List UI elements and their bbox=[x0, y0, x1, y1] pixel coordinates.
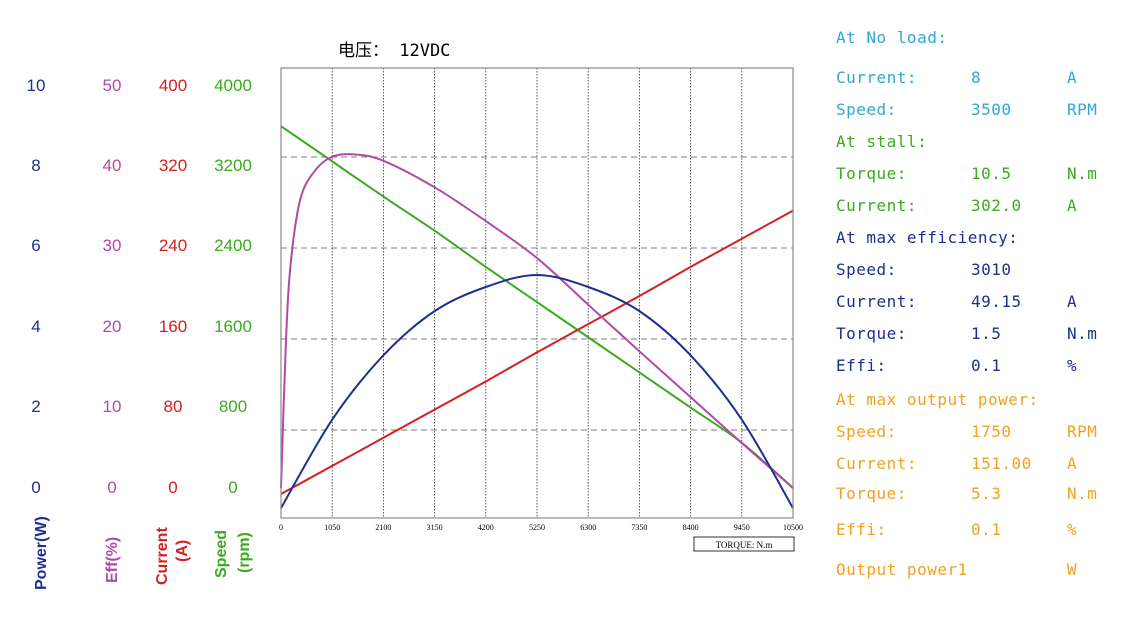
spec-label: At stall: bbox=[836, 132, 928, 151]
power-tick: 8 bbox=[31, 156, 41, 175]
current-series-line bbox=[280, 209, 794, 495]
spec-unit: N.m bbox=[1067, 484, 1098, 503]
current-tick: 80 bbox=[163, 397, 183, 416]
x-tick-label: 4200 bbox=[478, 523, 494, 532]
x-tick-label: 2100 bbox=[375, 523, 391, 532]
grid-layer bbox=[281, 68, 793, 518]
spec-unit: RPM bbox=[1067, 422, 1098, 441]
power-tick: 6 bbox=[31, 236, 41, 255]
eff-tick: 50 bbox=[102, 76, 122, 95]
current-tick: 160 bbox=[158, 317, 188, 336]
eff-axis: 50 40 30 20 10 0 bbox=[80, 0, 140, 618]
spec-value: 8 bbox=[971, 68, 982, 87]
power-axis: 10 8 6 4 2 0 bbox=[10, 0, 70, 618]
power-tick: 4 bbox=[31, 317, 41, 336]
eff-tick: 30 bbox=[102, 236, 122, 255]
spec-label: Speed: bbox=[836, 100, 897, 119]
x-tick-label: 10500 bbox=[783, 523, 803, 532]
speed-series-line bbox=[280, 125, 794, 489]
plot-frame bbox=[280, 67, 794, 519]
spec-label: Current: bbox=[836, 454, 918, 473]
spec-value: 1.5 bbox=[971, 324, 1002, 343]
spec-label: Effi: bbox=[836, 520, 887, 539]
spec-label: Current: bbox=[836, 68, 918, 87]
spec-unit: % bbox=[1067, 356, 1078, 375]
spec-label: Speed: bbox=[836, 422, 897, 441]
series-layer bbox=[280, 125, 794, 509]
spec-unit: W bbox=[1067, 560, 1078, 579]
spec-label: Torque: bbox=[836, 324, 907, 343]
spec-value: 5.3 bbox=[971, 484, 1002, 503]
spec-value: 3500 bbox=[971, 100, 1012, 119]
speed-tick: 0 bbox=[228, 478, 238, 497]
speed-tick: 3200 bbox=[214, 156, 252, 175]
spec-label: Effi: bbox=[836, 356, 887, 375]
spec-unit: A bbox=[1067, 454, 1078, 473]
spec-label: Speed: bbox=[836, 260, 897, 279]
spec-value: 49.15 bbox=[971, 292, 1022, 311]
spec-value: 10.5 bbox=[971, 164, 1012, 183]
x-tick-label: 6300 bbox=[580, 523, 596, 532]
spec-label: At max efficiency: bbox=[836, 228, 1019, 247]
power-tick: 2 bbox=[31, 397, 41, 416]
spec-unit: % bbox=[1067, 520, 1078, 539]
power-tick: 0 bbox=[31, 478, 41, 497]
power-tick: 10 bbox=[26, 76, 46, 95]
x-tick-layer: 0 1050 2100 3150 4200 5250 6300 7350 8400 9450 105… bbox=[279, 523, 803, 532]
spec-label: Torque: bbox=[836, 164, 907, 183]
x-tick-label: 0 bbox=[279, 523, 283, 532]
x-tick-label: 7350 bbox=[631, 523, 647, 532]
spec-unit: A bbox=[1067, 292, 1078, 311]
current-tick: 320 bbox=[158, 156, 188, 175]
spec-value: 151.00 bbox=[971, 454, 1032, 473]
x-axis-label: TORQUE: N.m bbox=[716, 540, 773, 550]
eff-tick: 10 bbox=[102, 397, 122, 416]
speed-tick: 800 bbox=[218, 397, 248, 416]
spec-value: 0.1 bbox=[971, 356, 1002, 375]
x-tick-label: 5250 bbox=[529, 523, 545, 532]
speed-tick: 1600 bbox=[214, 317, 252, 336]
spec-unit: RPM bbox=[1067, 100, 1098, 119]
spec-label: Torque: bbox=[836, 484, 907, 503]
x-tick-label: 1050 bbox=[324, 523, 340, 532]
eff-series-line bbox=[280, 153, 794, 489]
spec-unit: A bbox=[1067, 68, 1078, 87]
spec-value: 0.1 bbox=[971, 520, 1002, 539]
spec-value: 1750 bbox=[971, 422, 1012, 441]
current-tick: 240 bbox=[158, 236, 188, 255]
eff-tick: 20 bbox=[102, 317, 122, 336]
speed-tick: 2400 bbox=[214, 236, 252, 255]
x-tick-label: 3150 bbox=[427, 523, 443, 532]
current-tick: 400 bbox=[158, 76, 188, 95]
x-tick-label: 9450 bbox=[734, 523, 750, 532]
spec-unit: N.m bbox=[1067, 324, 1098, 343]
current-tick: 0 bbox=[168, 478, 178, 497]
x-tick-label: 8400 bbox=[683, 523, 699, 532]
chart-title: 电压： 12VDC bbox=[338, 41, 451, 61]
eff-tick: 40 bbox=[102, 156, 122, 175]
eff-tick: 0 bbox=[107, 478, 117, 497]
speed-tick: 4000 bbox=[214, 76, 252, 95]
spec-label: At max output power: bbox=[836, 390, 1039, 409]
spec-label: Current: bbox=[836, 292, 918, 311]
current-axis: 400 320 240 160 80 0 bbox=[145, 0, 205, 618]
spec-label: Output power1 bbox=[836, 560, 968, 579]
spec-unit: N.m bbox=[1067, 164, 1098, 183]
spec-value: 302.0 bbox=[971, 196, 1022, 215]
spec-label: At No load: bbox=[836, 28, 948, 47]
spec-label: Current: bbox=[836, 196, 918, 215]
spec-unit: A bbox=[1067, 196, 1078, 215]
power-series-line bbox=[280, 273, 794, 509]
speed-axis: 4000 3200 2400 1600 800 0 bbox=[205, 0, 265, 618]
spec-value: 3010 bbox=[971, 260, 1012, 279]
x-axis-label-box: TORQUE: N.m bbox=[693, 536, 795, 552]
